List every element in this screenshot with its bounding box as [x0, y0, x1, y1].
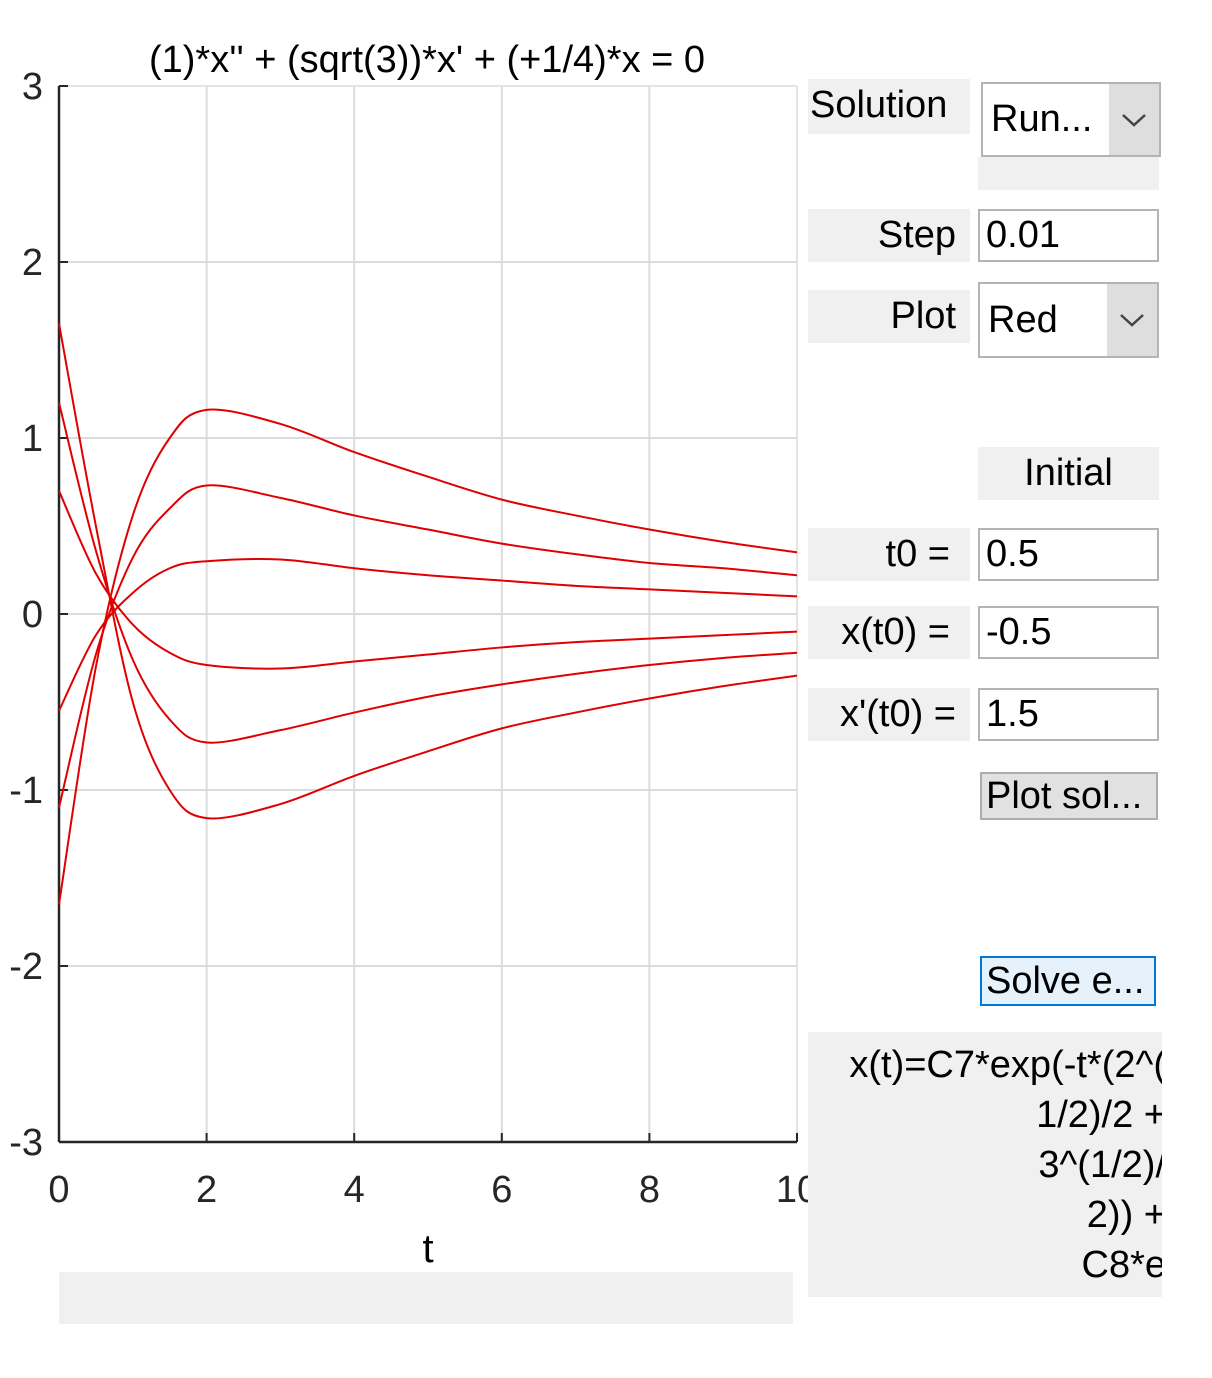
x0-input[interactable] [978, 606, 1159, 659]
y-tick-label: -2 [9, 946, 43, 988]
initial-heading: Initial [978, 447, 1159, 500]
plot-color-dropdown[interactable]: Red [978, 282, 1159, 358]
x-tick-label: 6 [491, 1169, 512, 1211]
x0-label: x(t0) = [808, 606, 970, 659]
y-tick-label: 2 [22, 242, 43, 284]
y-tick-label: -3 [9, 1122, 43, 1164]
plot-grid [59, 86, 797, 1142]
solution-result-text: x(t)=C7*exp(-t*(2^( 1/2)/2 + 3^(1/2)/ 2)… [849, 1044, 1162, 1297]
solution-dropdown-value: Run... [991, 98, 1093, 140]
dx0-input[interactable] [978, 688, 1159, 741]
solution-curve-3 [58, 558, 798, 712]
chevron-down-icon[interactable] [1109, 84, 1159, 155]
step-label: Step [808, 209, 970, 262]
t0-input[interactable] [978, 528, 1159, 581]
plot-solution-button[interactable]: Plot sol... [980, 772, 1158, 820]
solution-result-panel: x(t)=C7*exp(-t*(2^( 1/2)/2 + 3^(1/2)/ 2)… [808, 1032, 1162, 1297]
x-tick-label: 8 [639, 1169, 660, 1211]
step-input[interactable] [978, 209, 1159, 262]
x-tick-label: 0 [48, 1169, 69, 1211]
solution-dropdown-underlay [978, 157, 1159, 190]
x-tick-label: 4 [344, 1169, 365, 1211]
solve-equation-button[interactable]: Solve e... [980, 956, 1156, 1006]
solution-curve-1 [58, 408, 798, 905]
plot-curves [58, 323, 798, 905]
y-tick-label: 1 [22, 418, 43, 460]
plot-color-label: Plot [808, 290, 970, 343]
plot-axes [57, 85, 798, 1144]
t0-label: t0 = [808, 528, 970, 581]
solution-curve-6 [58, 323, 798, 820]
chevron-down-icon[interactable] [1107, 284, 1157, 356]
plot-title: (1)*x'' + (sqrt(3))*x' + (+1/4)*x = 0 [149, 39, 705, 81]
x-tick-label: 2 [196, 1169, 217, 1211]
solution-curve-2 [58, 484, 798, 808]
solution-dropdown[interactable]: Run... [981, 82, 1161, 157]
dx0-label: x'(t0) = [808, 688, 970, 741]
x-axis-label: t [422, 1227, 433, 1271]
y-tick-label: 3 [22, 66, 43, 108]
solution-label: Solution [808, 79, 970, 134]
x-scrollbar-area [59, 1272, 793, 1324]
y-tick-label: -1 [9, 770, 43, 812]
solution-curve-5 [58, 402, 798, 744]
y-tick-label: 0 [22, 594, 43, 636]
plot-color-value: Red [988, 298, 1058, 341]
solution-curve-4 [58, 490, 798, 670]
